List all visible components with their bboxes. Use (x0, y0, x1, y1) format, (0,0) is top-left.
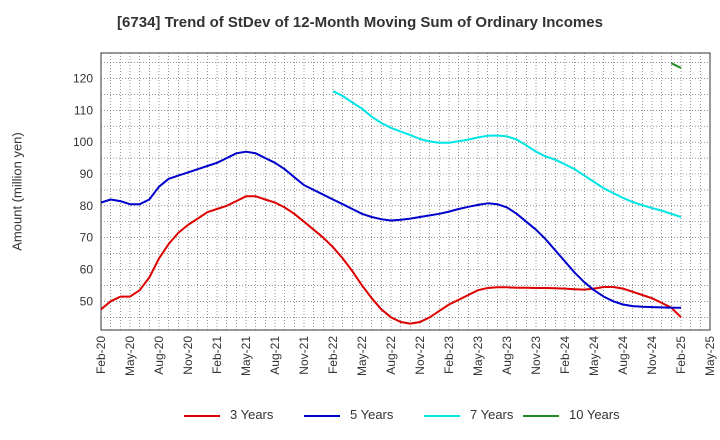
series-line-5-years (100, 150, 681, 309)
x-tick-label: May-22 (355, 336, 369, 376)
y-tick-label: 120 (73, 71, 93, 85)
x-tick-label: Nov-23 (529, 336, 543, 375)
legend-swatch (184, 415, 220, 417)
y-tick-label: 110 (74, 103, 93, 117)
legend-label: 7 Years (470, 407, 514, 422)
x-tick-label: Nov-20 (181, 336, 195, 375)
x-tick-label: Nov-22 (413, 336, 427, 375)
legend: 3 Years 5 Years 7 Years 10 Years (0, 406, 720, 426)
x-tick-label: Feb-20 (94, 336, 108, 374)
series-line-10-years (670, 62, 682, 69)
x-tick-label: Aug-21 (268, 336, 282, 375)
legend-swatch (304, 415, 340, 417)
y-tick-label: 90 (80, 167, 94, 181)
series-line-3-years (100, 195, 682, 325)
x-tick-label: Feb-22 (326, 336, 340, 374)
legend-swatch (424, 415, 460, 417)
y-tick-label: 60 (80, 263, 94, 277)
series-lines (100, 62, 682, 325)
x-tick-label: Feb-24 (558, 336, 572, 374)
x-tick-label: Aug-24 (616, 336, 630, 375)
x-tick-label: Aug-20 (152, 336, 166, 375)
legend-label: 3 Years (230, 407, 274, 422)
x-tick-label: Feb-21 (210, 336, 224, 374)
legend-swatch (523, 415, 559, 417)
legend-label: 10 Years (569, 407, 620, 422)
series-line-7-years (332, 90, 682, 218)
x-tick-label: Nov-24 (645, 336, 659, 375)
y-tick-labels: 50 60 70 80 90 100 110 120 (73, 71, 93, 308)
x-tick-label: Aug-23 (500, 336, 514, 375)
x-tick-label: May-24 (587, 336, 601, 376)
x-tick-label: May-20 (123, 336, 137, 376)
chart-title: [6734] Trend of StDev of 12-Month Moving… (117, 14, 603, 31)
legend-label: 5 Years (350, 407, 394, 422)
x-tick-label: Feb-25 (674, 336, 688, 374)
plot-frame (100, 52, 711, 331)
y-tick-label: 70 (80, 231, 94, 245)
x-tick-label: Feb-23 (442, 336, 456, 374)
gridlines (101, 53, 710, 330)
x-tick-label: May-21 (239, 336, 253, 376)
y-tick-label: 50 (80, 294, 94, 308)
x-tick-label: Aug-22 (384, 336, 398, 375)
x-tick-label: May-25 (703, 336, 717, 376)
y-tick-label: 100 (73, 135, 93, 149)
x-tick-label: May-23 (471, 336, 485, 376)
x-tick-label: Nov-21 (297, 336, 311, 375)
x-tick-labels: Feb-20 May-20 Aug-20 Nov-20 Feb-21 May-21 Aug-… (94, 336, 717, 376)
y-tick-label: 80 (80, 199, 94, 213)
